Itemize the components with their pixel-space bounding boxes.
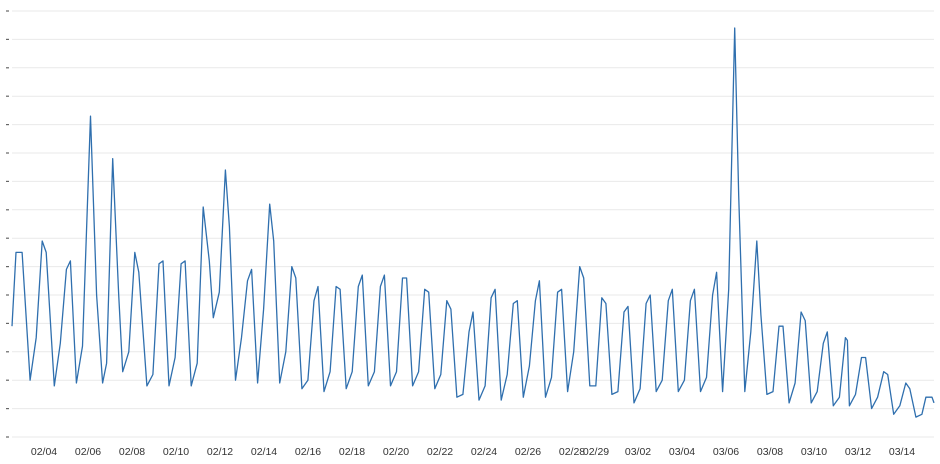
x-tick-label: 02/26 xyxy=(515,446,541,458)
series-line xyxy=(11,27,935,418)
x-tick-label: 02/28 xyxy=(559,446,585,458)
x-tick-label: 03/04 xyxy=(669,446,695,458)
y-axis xyxy=(6,10,9,438)
gridlines xyxy=(12,10,934,438)
x-tick-label: 03/12 xyxy=(845,446,871,458)
x-tick-label: 02/08 xyxy=(119,446,145,458)
x-tick-label: 03/14 xyxy=(889,446,915,458)
x-tick-label: 02/12 xyxy=(207,446,233,458)
series-layer xyxy=(11,27,935,418)
x-tick-label: 03/10 xyxy=(801,446,827,458)
x-tick-label: 02/04 xyxy=(31,446,57,458)
x-tick-label: 02/22 xyxy=(427,446,453,458)
x-tick-label: 02/20 xyxy=(383,446,409,458)
x-tick-label: 02/06 xyxy=(75,446,101,458)
x-tick-label: 02/24 xyxy=(471,446,497,458)
x-tick-label: 03/06 xyxy=(713,446,739,458)
x-axis: 02/04 02/06 02/08 02/10 02/12 02/14 02/16 02/18… xyxy=(31,446,915,458)
x-tick-label: 02/10 xyxy=(163,446,189,458)
x-tick-label: 02/29 xyxy=(583,446,609,458)
x-tick-label: 02/14 xyxy=(251,446,277,458)
x-tick-label: 02/16 xyxy=(295,446,321,458)
x-tick-label: 03/02 xyxy=(625,446,651,458)
x-tick-label: 03/08 xyxy=(757,446,783,458)
x-tick-label: 02/18 xyxy=(339,446,365,458)
